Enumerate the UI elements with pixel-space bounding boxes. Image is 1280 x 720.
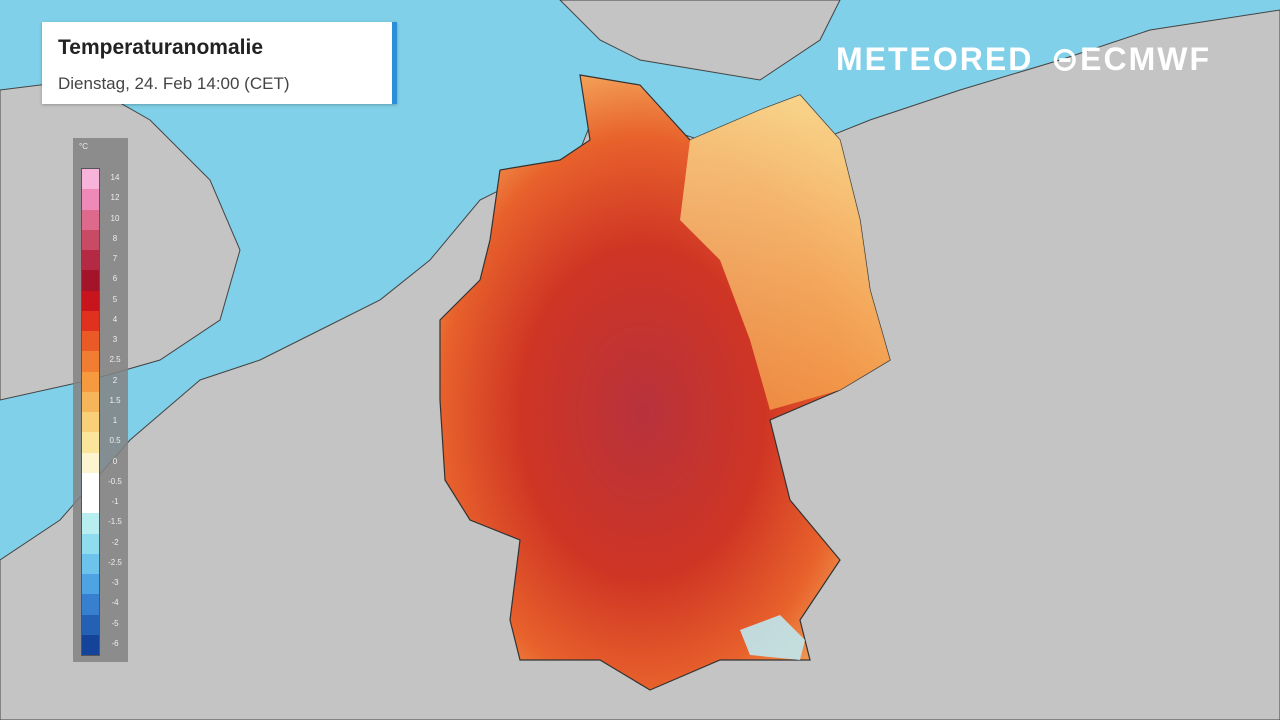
legend-swatch (82, 513, 99, 534)
legend-label: 2.5 (109, 355, 121, 365)
legend-label: -2 (111, 537, 119, 547)
legend-label: 3 (112, 335, 118, 344)
legend-label: -1 (111, 497, 119, 506)
legend-unit: °C (79, 142, 88, 151)
legend-label: 1.5 (109, 395, 121, 405)
legend-swatch (82, 472, 99, 493)
legend-label: 5 (112, 294, 118, 304)
legend-label: -2.5 (108, 557, 122, 567)
legend-label: 12 (110, 193, 120, 203)
legend-swatch (82, 412, 99, 433)
legend-label: -1.5 (108, 517, 122, 527)
eastern-germany-region (680, 95, 890, 410)
legend-swatch (82, 432, 99, 453)
map-timestamp: Dienstag, 24. Feb 14:00 (CET) (58, 74, 290, 93)
legend-labels: 14 12 10 8 7 6 5 4 3 2.5 2 1.5 1 0.5 0 -0.5 -1 -1.5 -2 -2.5… (103, 168, 127, 654)
legend-label: 1 (112, 416, 118, 425)
land-scandinavia (559, 0, 841, 81)
legend-swatch (82, 169, 99, 190)
legend-swatch (82, 310, 99, 331)
legend-swatch (82, 533, 99, 554)
legend-swatch (82, 614, 99, 635)
legend-label: 14 (110, 173, 120, 182)
legend-swatch (82, 209, 99, 230)
legend-swatch (82, 270, 99, 291)
legend-label: 0 (112, 456, 118, 466)
map-title: Temperaturanomalie (58, 36, 264, 59)
legend-label: 8 (112, 233, 118, 243)
legend-label: -5 (111, 618, 119, 628)
legend-swatch (82, 574, 99, 595)
legend-swatch (82, 634, 99, 655)
legend-swatch (82, 290, 99, 311)
legend-label: -4 (111, 598, 119, 608)
legend-swatch (82, 493, 99, 514)
alps-cold-region (740, 615, 805, 660)
legend-swatch (82, 391, 99, 412)
title-panel: Temperaturanomalie Dienstag, 24. Feb 14:… (42, 22, 397, 104)
legend-label: -3 (111, 578, 119, 587)
legend-swatch (82, 553, 99, 574)
ecmwf-icon: ⊝ (1051, 41, 1081, 77)
legend-label: 4 (112, 314, 118, 324)
legend-label: 6 (112, 274, 118, 284)
legend-swatch (82, 331, 99, 352)
legend-swatch (82, 250, 99, 271)
legend-label: -0.5 (108, 476, 122, 486)
legend-swatch (82, 371, 99, 392)
legend-label: -6 (111, 638, 119, 648)
legend-swatch (82, 452, 99, 473)
legend-swatch (82, 189, 99, 210)
legend-swatch (82, 351, 99, 372)
logos: METEORED ⊝ECMWF (836, 40, 1211, 78)
legend-swatch (82, 229, 99, 250)
legend-swatches (81, 168, 100, 656)
color-legend: °C 14 12 10 8 7 6 5 4 3 2.5 2 1.5 1 0.5 0 -0.5 -1 -1.5 -2 -… (73, 138, 128, 662)
legend-label: 0.5 (109, 436, 121, 446)
ecmwf-logo: ⊝ECMWF (1051, 41, 1212, 77)
legend-swatch (82, 594, 99, 615)
legend-label: 7 (112, 254, 118, 263)
legend-label: 2 (112, 375, 118, 385)
legend-label: 10 (110, 213, 120, 223)
meteored-logo: METEORED (836, 40, 1034, 77)
